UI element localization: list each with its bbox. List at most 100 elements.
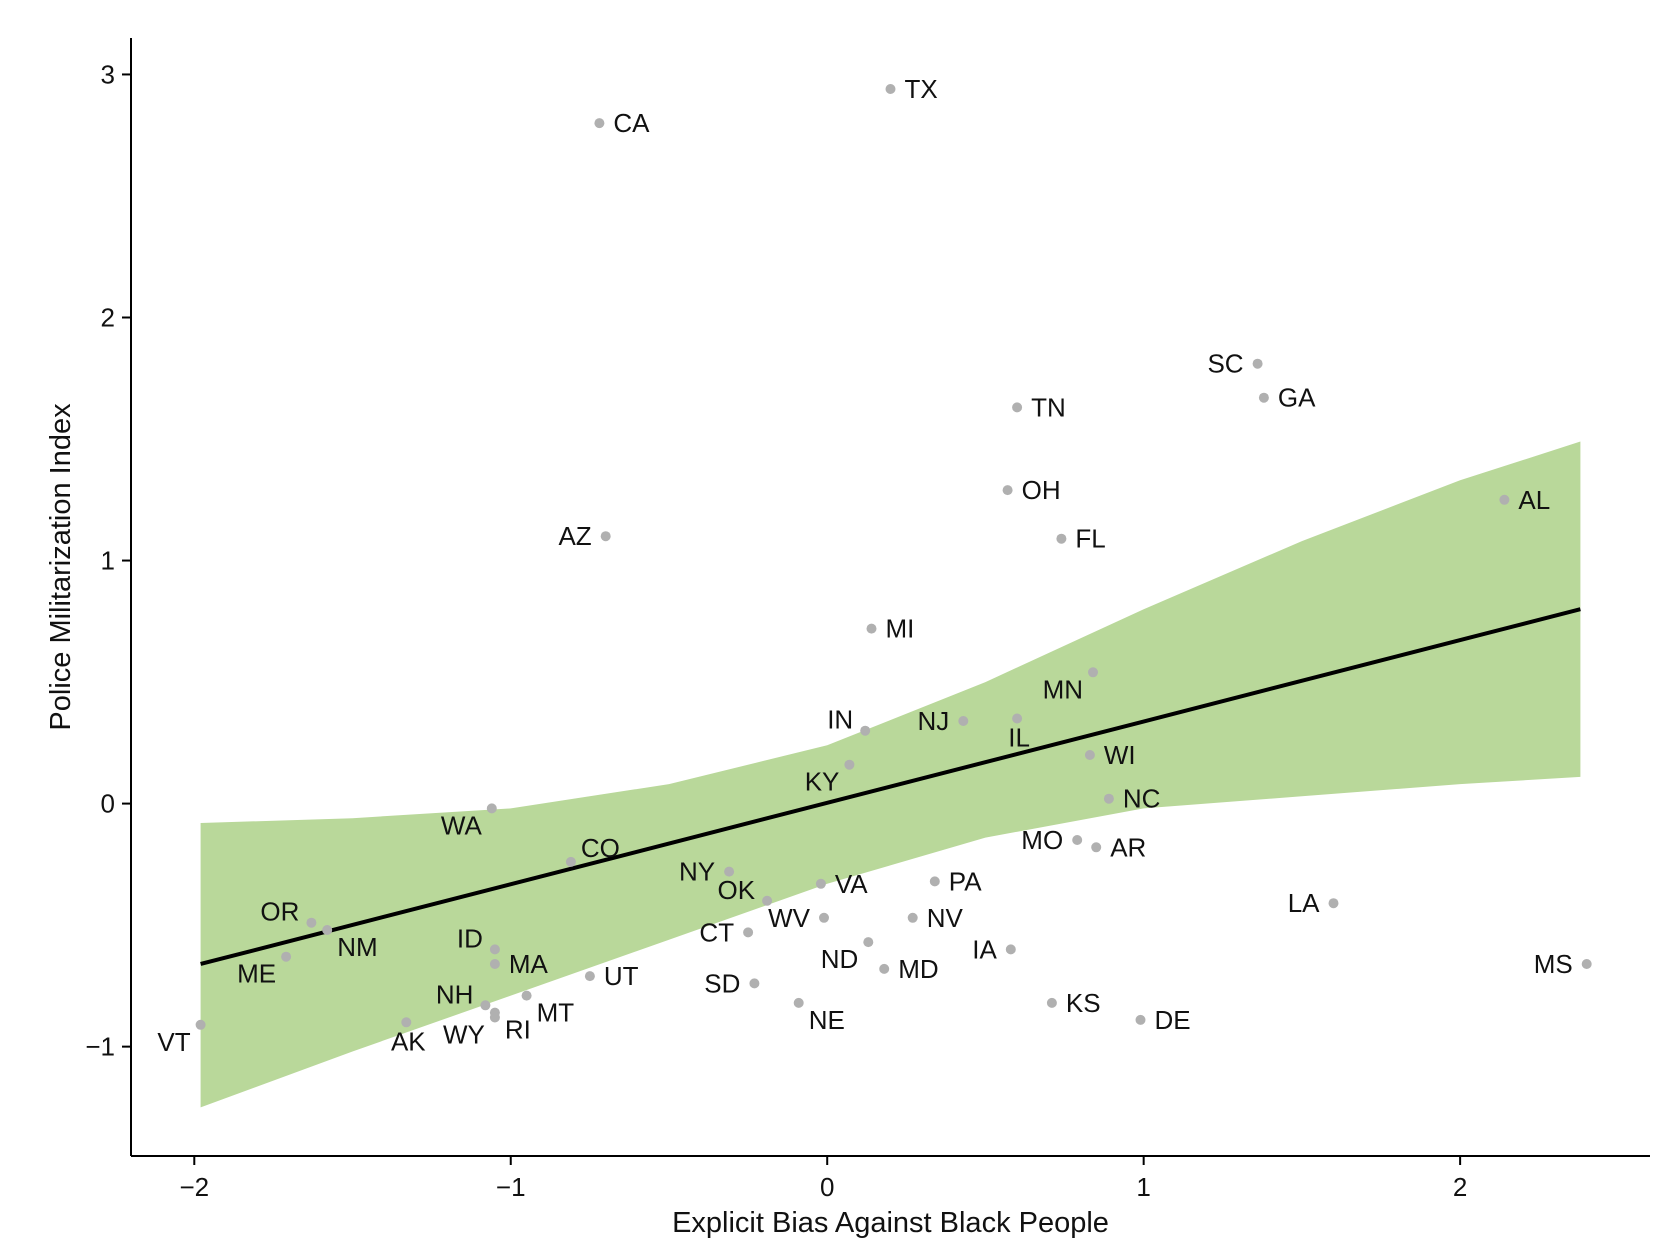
- point-label-al: AL: [1518, 485, 1550, 515]
- data-point-sd: [749, 978, 760, 989]
- data-point-pa: [929, 876, 940, 887]
- point-label-wi: WI: [1104, 740, 1136, 770]
- data-point-ca: [594, 118, 605, 129]
- data-point-sc: [1252, 358, 1263, 369]
- point-label-sc: SC: [1207, 349, 1243, 379]
- point-label-ct: CT: [699, 917, 734, 947]
- x-tick-label: 1: [1136, 1172, 1150, 1202]
- point-label-mn: MN: [1043, 674, 1083, 704]
- point-label-nj: NJ: [918, 706, 950, 736]
- x-tick-label: 0: [820, 1172, 834, 1202]
- point-label-ok: OK: [718, 875, 756, 905]
- point-label-ky: KY: [805, 767, 840, 797]
- point-label-in: IN: [827, 705, 853, 735]
- point-label-wv: WV: [768, 903, 811, 933]
- data-point-wy: [489, 1012, 500, 1023]
- data-point-ar: [1091, 842, 1102, 853]
- point-label-me: ME: [237, 959, 276, 989]
- point-label-nm: NM: [337, 932, 377, 962]
- data-point-de: [1135, 1014, 1146, 1025]
- data-point-ga: [1258, 392, 1269, 403]
- point-label-ne: NE: [809, 1005, 845, 1035]
- point-label-tx: TX: [905, 74, 938, 104]
- confidence-band: [200, 441, 1581, 1108]
- point-label-de: DE: [1155, 1005, 1191, 1035]
- point-label-vt: VT: [157, 1027, 190, 1057]
- data-point-id: [489, 944, 500, 955]
- data-point-il: [1012, 713, 1023, 724]
- data-point-fl: [1056, 533, 1067, 544]
- point-label-oh: OH: [1022, 475, 1061, 505]
- data-point-co: [565, 856, 576, 867]
- data-point-ms: [1581, 959, 1592, 969]
- point-label-or: OR: [260, 897, 299, 927]
- point-label-ar: AR: [1110, 832, 1146, 862]
- point-label-nh: NH: [436, 979, 474, 1009]
- data-point-mt: [521, 990, 532, 1001]
- point-label-ma: MA: [509, 949, 549, 979]
- data-point-ks: [1046, 997, 1057, 1008]
- point-label-ia: IA: [972, 934, 997, 964]
- point-label-ri: RI: [505, 1015, 531, 1045]
- data-point-ct: [743, 927, 754, 938]
- y-tick-label: −1: [85, 1032, 115, 1062]
- y-axis-title: Police Militarization Index: [45, 403, 77, 731]
- point-label-wy: WY: [443, 1020, 485, 1050]
- point-label-ut: UT: [604, 961, 639, 991]
- data-point-ma: [489, 959, 500, 969]
- y-tick-label: 3: [101, 59, 115, 89]
- point-label-tn: TN: [1031, 392, 1066, 422]
- point-label-wa: WA: [441, 810, 483, 840]
- y-tick-label: 2: [101, 303, 115, 333]
- point-label-mo: MO: [1021, 825, 1063, 855]
- data-point-in: [860, 725, 871, 736]
- data-point-or: [306, 917, 317, 928]
- point-label-nv: NV: [927, 903, 964, 933]
- y-tick-label: 0: [101, 789, 115, 819]
- y-tick-label: 1: [101, 546, 115, 576]
- data-point-al: [1499, 494, 1510, 505]
- data-point-wv: [819, 912, 829, 923]
- data-point-mn: [1088, 667, 1098, 678]
- data-point-ia: [1005, 944, 1016, 955]
- point-label-ak: AK: [391, 1026, 426, 1056]
- data-point-me: [281, 951, 292, 962]
- data-point-mo: [1072, 835, 1083, 845]
- data-point-vt: [195, 1019, 206, 1030]
- data-point-wa: [486, 803, 497, 814]
- point-label-ms: MS: [1534, 949, 1573, 979]
- data-point-la: [1328, 898, 1339, 909]
- data-point-oh: [1002, 485, 1013, 496]
- x-tick-label: −1: [496, 1172, 526, 1202]
- data-point-ne: [793, 997, 804, 1008]
- point-label-md: MD: [898, 954, 938, 984]
- data-point-nc: [1103, 793, 1114, 804]
- data-points-layer: [195, 84, 1592, 1030]
- point-label-pa: PA: [949, 866, 982, 896]
- data-point-md: [879, 963, 890, 974]
- y-axis-ticks: −1 0 1 2 3: [85, 59, 131, 1062]
- point-label-ga: GA: [1278, 383, 1316, 413]
- point-label-ca: CA: [613, 108, 650, 138]
- point-label-sd: SD: [704, 968, 740, 998]
- point-label-fl: FL: [1075, 524, 1105, 554]
- data-point-nj: [958, 716, 969, 726]
- point-label-la: LA: [1288, 888, 1320, 918]
- data-point-nv: [907, 912, 918, 923]
- axes: [130, 38, 1650, 1157]
- point-label-mi: MI: [886, 614, 915, 644]
- point-label-nc: NC: [1123, 784, 1161, 814]
- x-tick-label: 2: [1453, 1172, 1467, 1202]
- point-label-va: VA: [835, 869, 868, 899]
- data-point-tx: [885, 84, 896, 94]
- data-point-tn: [1012, 402, 1023, 413]
- point-labels-layer: TX CA SC GA TN OH AL AZ FL MI MN IL NJ IN WI KY NC WA MO AR…: [157, 74, 1572, 1057]
- data-point-mi: [866, 623, 877, 634]
- confidence-band-layer: [200, 441, 1581, 1108]
- point-label-co: CO: [581, 833, 620, 863]
- data-point-nm: [322, 925, 333, 935]
- data-point-wi: [1084, 750, 1095, 760]
- x-axis-ticks: −2 −1 0 1 2: [179, 1156, 1467, 1202]
- data-point-nh: [480, 1000, 491, 1011]
